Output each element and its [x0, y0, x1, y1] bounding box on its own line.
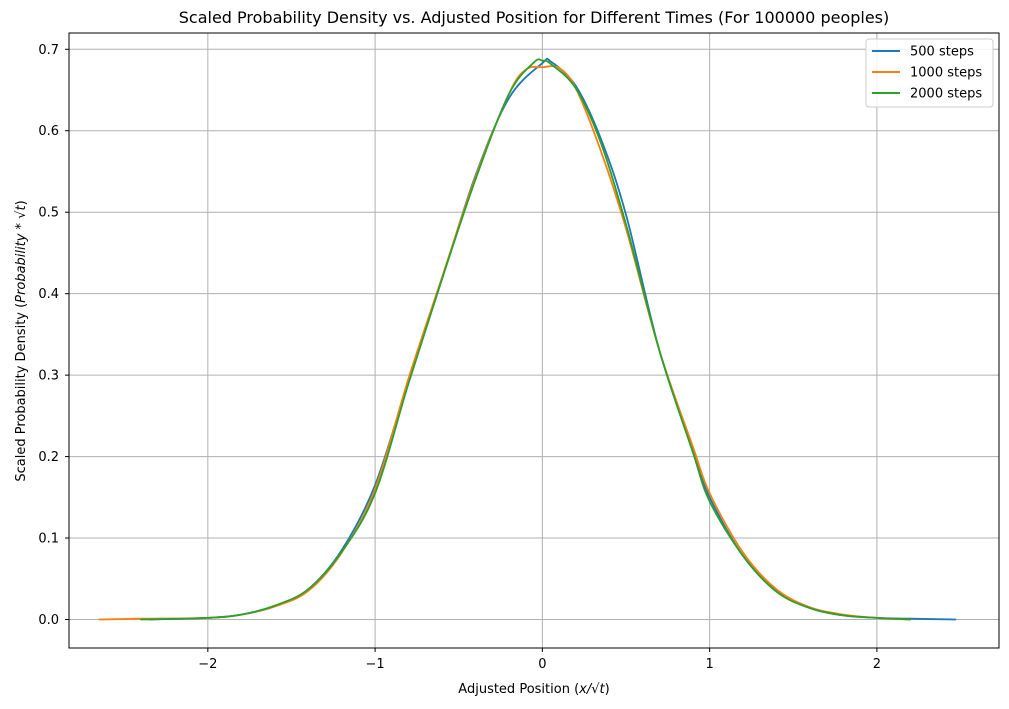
- legend: 500 steps 1000 steps 2000 steps: [865, 38, 994, 108]
- y-tick-label: 0.0: [38, 613, 59, 628]
- x-tick-label: −1: [366, 657, 385, 672]
- plot-frame: [68, 32, 1000, 649]
- legend-box: [865, 38, 994, 108]
- y-axis-label-math: Probability * √t: [14, 205, 29, 303]
- series-line-2: [98, 65, 912, 621]
- y-tick-label: 0.3: [38, 369, 59, 384]
- y-tick-label: 0.5: [38, 206, 59, 221]
- x-tick-label: 1: [705, 657, 713, 672]
- y-tick-label: 0.2: [38, 450, 59, 465]
- series-layer: [98, 57, 957, 621]
- y-tick-label: 0.6: [38, 124, 59, 139]
- x-tick-label: 0: [538, 657, 546, 672]
- legend-entry-label: 1000 steps: [910, 66, 982, 81]
- legend-entry-label: 2000 steps: [910, 87, 982, 102]
- grid: [69, 33, 999, 648]
- y-axis-label-suffix: ): [14, 200, 29, 205]
- x-axis-label: Adjusted Position (x/√t): [458, 682, 609, 697]
- x-axis-label-math: x/√t: [578, 682, 605, 697]
- x-axis: −2 −1 0 1 2: [198, 648, 881, 672]
- y-axis-label-prefix: Scaled Probability Density (: [14, 303, 29, 482]
- y-axis-label: Scaled Probability Density (Probability …: [14, 200, 29, 481]
- series-line-1: [148, 57, 957, 621]
- chart-title: Scaled Probability Density vs. Adjusted …: [179, 8, 890, 27]
- y-tick-label: 0.4: [38, 287, 59, 302]
- y-tick-label: 0.7: [38, 43, 59, 58]
- legend-entry-label: 500 steps: [910, 45, 974, 60]
- x-axis-label-prefix: Adjusted Position (: [458, 682, 579, 697]
- x-axis-label-suffix: ): [605, 682, 610, 697]
- x-tick-label: 2: [873, 657, 881, 672]
- x-tick-label: −2: [198, 657, 217, 672]
- y-axis: 0.0 0.1 0.2 0.3 0.4 0.5 0.6 0.7: [38, 43, 69, 628]
- series-line-3: [140, 58, 912, 621]
- y-tick-label: 0.1: [38, 532, 59, 547]
